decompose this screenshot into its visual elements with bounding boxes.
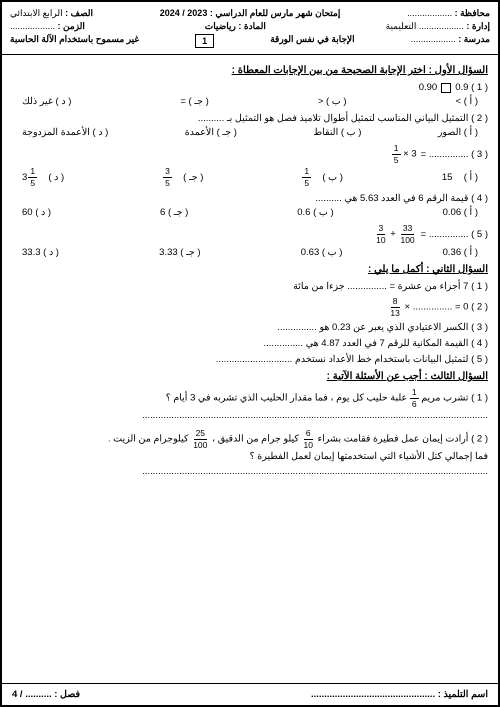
answer-note: الإجابة في نفس الورقة xyxy=(270,34,354,48)
time-val: .................. xyxy=(10,21,55,31)
q1-2-opts: ( أ ) الصور ( ب ) النقاط ( جـ ) الأعمدة … xyxy=(22,127,478,138)
q3-list: ( 1 ) تشرب مريم 16 علبة حليب كل يوم ، فم… xyxy=(12,388,488,480)
q1-1-right: ( 1 ) 0.9 xyxy=(455,82,488,93)
grade-label: الصف : xyxy=(65,8,93,18)
subject-val: رياضيات xyxy=(205,21,236,31)
q3-2: ( 2 ) أرادت إيمان عمل فطيرة فقامت بشراء … xyxy=(12,429,488,479)
q1-3-stem: ( 3 ) ............... = 15 × 3 xyxy=(12,144,488,164)
header: محافظة : .................. إمتحان شهر م… xyxy=(2,2,498,55)
q1-5-d: ( د ) 33.3 xyxy=(22,247,59,258)
q1-3-pre: ( 3 ) ............... = xyxy=(421,149,488,160)
q1-1-b: ( ب ) < xyxy=(318,96,347,107)
q3-1: ( 1 ) تشرب مريم 16 علبة حليب كل يوم ، فم… xyxy=(12,388,488,423)
q1-3-frac: 15 xyxy=(392,144,401,164)
q3-title: السؤال الثالث : أجب عن الأسئلة الآتية : xyxy=(12,371,488,382)
q1-5-pre: ( 5 ) ............... = xyxy=(421,229,488,240)
q1-5-opts: ( أ ) 0.36 ( ب ) 0.63 ( جـ ) 3.33 ( د ) … xyxy=(22,247,478,258)
student-label: اسم التلميذ : xyxy=(438,689,488,700)
q1-1-opts: ( أ ) > ( ب ) < ( جـ ) = ( د ) غير ذلك xyxy=(22,96,478,107)
q1-3-c: ( جـ ) 35 xyxy=(163,167,203,187)
year: 2023 / 2024 xyxy=(160,8,208,18)
admin-val: .................. xyxy=(419,21,464,31)
page-number: 1 xyxy=(195,34,214,48)
q1-3-opts: ( أ ) 15 ( ب ) 15 ( جـ ) 35 ( د ) 315 xyxy=(22,167,478,187)
q2-2: ( 2 ) 0 = ............... × 813 xyxy=(12,297,488,317)
gov-val: .................. xyxy=(407,8,452,18)
q1-4-b: ( ب ) 0.6 xyxy=(297,207,333,218)
q1-4-opts: ( أ ) 0.06 ( ب ) 0.6 ( جـ ) 6 ( د ) 60 xyxy=(22,207,478,218)
compare-box-icon xyxy=(441,83,451,93)
q1-2-c: ( جـ ) الأعمدة xyxy=(185,127,237,138)
q1-1-c: ( جـ ) = xyxy=(180,96,208,107)
class-label: فصل : xyxy=(54,689,80,700)
student-val: ........................................… xyxy=(311,689,435,700)
school-label: مدرسة : xyxy=(458,34,490,44)
q1-5-b: ( ب ) 0.63 xyxy=(301,247,343,258)
q1-5-c: ( جـ ) 3.33 xyxy=(159,247,200,258)
q1-2-a: ( أ ) الصور xyxy=(438,127,478,138)
q1-3-b: ( ب ) 15 xyxy=(302,167,343,187)
time-label: الزمن : xyxy=(58,21,85,31)
q1-2-b: ( ب ) النقاط xyxy=(313,127,361,138)
q2-4: ( 4 ) القيمة المكانية للرقم 7 في العدد 4… xyxy=(12,338,488,349)
exam-page: محافظة : .................. إمتحان شهر م… xyxy=(0,0,500,707)
q2-title: السؤال الثاني : أكمل ما يلي : xyxy=(12,264,488,275)
class-val: .......... / 4 xyxy=(12,689,52,700)
q1-title: السؤال الأول : اختر الإجابة الصحيحة من ب… xyxy=(12,65,488,76)
q1-5-a: ( أ ) 0.36 xyxy=(443,247,478,258)
q2-list: ( 1 ) 7 أجزاء من عشرة = ............... … xyxy=(12,281,488,365)
q1-4-stem: ( 4 ) قيمة الرقم 6 في العدد 5.63 هي ....… xyxy=(12,193,488,204)
q3-2-answer-line: ........................................… xyxy=(142,466,488,477)
q1-1-a: ( أ ) > xyxy=(456,96,478,107)
exam-title: إمتحان شهر مارس للعام الدراسي : xyxy=(210,8,340,18)
q2-1: ( 1 ) 7 أجزاء من عشرة = ............... … xyxy=(12,281,488,292)
content: السؤال الأول : اختر الإجابة الصحيحة من ب… xyxy=(2,55,498,490)
q1-5-stem: ( 5 ) ............... = 310 + 33100 xyxy=(12,224,488,244)
q1-1-stem: ( 1 ) 0.9 0.90 xyxy=(12,82,488,93)
q1-2-d: ( د ) الأعمدة المزدوجة xyxy=(22,127,108,138)
q3-1-answer-line: ........................................… xyxy=(142,410,488,421)
q1-4-d: ( د ) 60 xyxy=(22,207,51,218)
q1-1-left: 0.90 xyxy=(419,82,438,93)
q2-3: ( 3 ) الكسر الاعتيادي الذي يعبر عن 0.23 … xyxy=(12,322,488,333)
admin2-val: التعليمية xyxy=(386,21,417,31)
q1-3-a: ( أ ) 15 xyxy=(442,167,478,187)
q1-4-c: ( جـ ) 6 xyxy=(160,207,188,218)
q1-2-stem: ( 2 ) التمثيل البياني المناسب لتمثيل أطو… xyxy=(12,113,488,124)
gov-label: محافظة : xyxy=(455,8,490,18)
q2-5: ( 5 ) لتمثيل البيانات باستخدام خط الأعدا… xyxy=(12,354,488,365)
footer: اسم التلميذ : ..........................… xyxy=(2,683,498,705)
school-val: .................. xyxy=(411,34,456,44)
q1-1-d: ( د ) غير ذلك xyxy=(22,96,71,107)
calc-note: غير مسموح باستخدام الآلة الحاسبة xyxy=(10,34,139,48)
q1-4-a: ( أ ) 0.06 xyxy=(443,207,478,218)
subject-label: المادة : xyxy=(238,21,265,31)
grade-val: الرابع الابتدائي xyxy=(10,8,63,18)
q1-3-d: ( د ) 315 xyxy=(22,167,64,187)
admin-label: إدارة : xyxy=(466,21,490,31)
